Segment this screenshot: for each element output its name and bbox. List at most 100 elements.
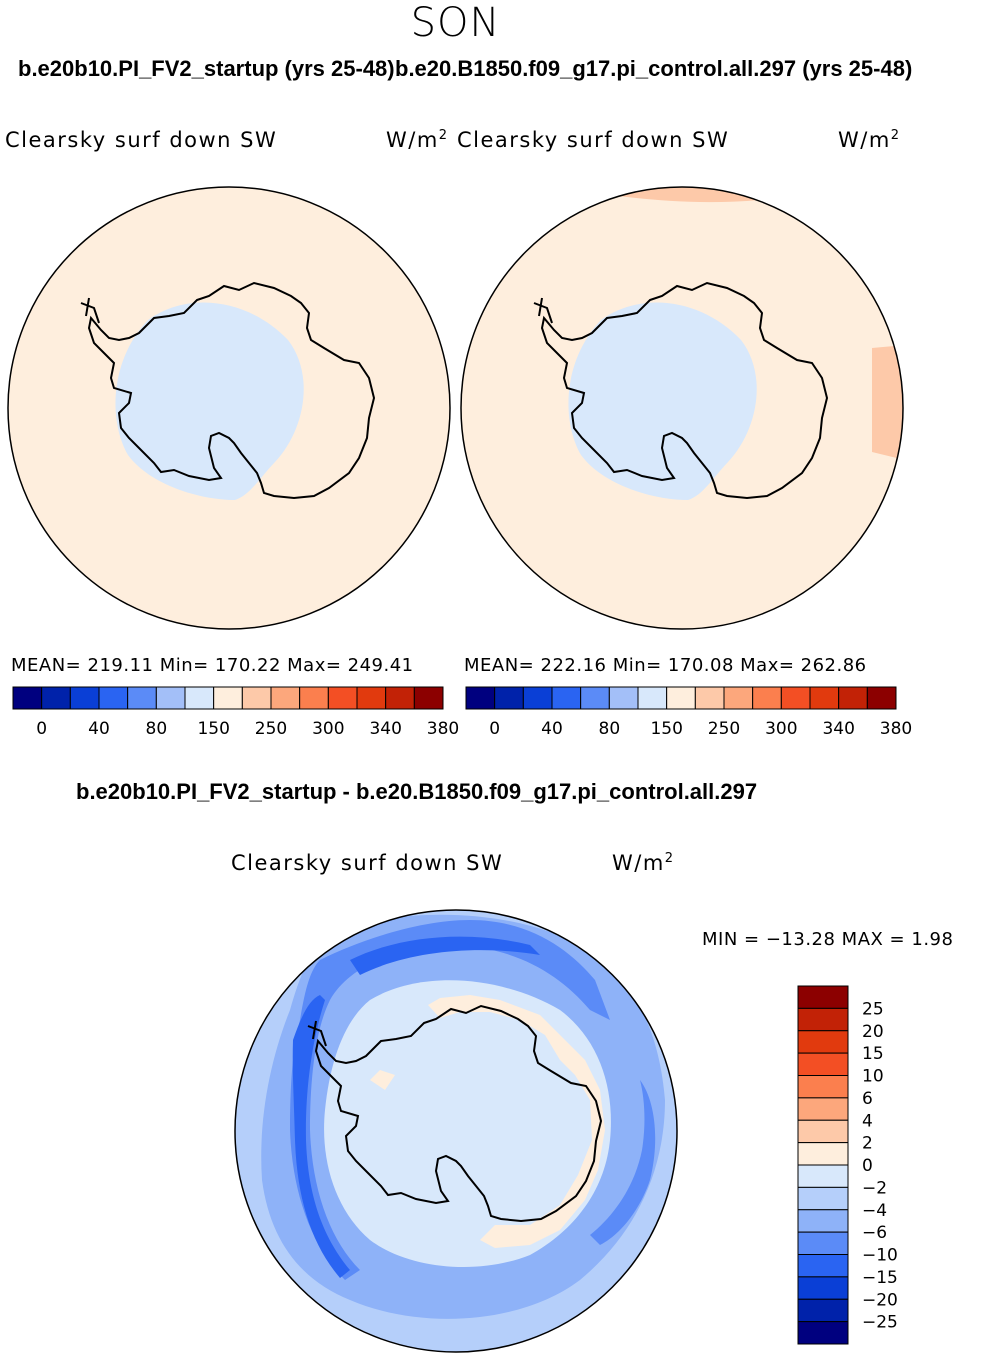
colorbar-swatch	[797, 985, 849, 1009]
colorbar-swatch	[797, 1052, 849, 1076]
colorbar-tick-label: 380	[880, 719, 912, 739]
panel-c-positive-patch	[370, 1070, 395, 1090]
colorbar-tick-label: 0	[36, 719, 47, 739]
colorbar-swatch	[299, 686, 329, 710]
colorbar-tick-label: 15	[862, 1044, 884, 1064]
panel-b-coast	[533, 282, 828, 499]
colorbar-b: 0 40 80 150 250 300 340 380	[465, 686, 912, 739]
panel-c-center	[324, 980, 611, 1267]
colorbar-tick-label: 300	[765, 719, 797, 739]
colorbar-tick-label: 340	[369, 719, 401, 739]
colorbar-swatch	[797, 1276, 849, 1300]
diff-units-label: W/m2	[612, 851, 675, 875]
left-stats: MEAN= 219.11 Min= 170.22 Max= 249.41	[11, 655, 414, 676]
colorbar-tick-label: 150	[197, 719, 229, 739]
colorbar-swatch	[327, 686, 358, 710]
panel-c-core-north	[350, 936, 540, 975]
panel-a-interior	[115, 302, 304, 500]
colorbar-swatch	[356, 686, 387, 710]
colorbar-swatch	[797, 1209, 849, 1233]
right-variable-label: Clearsky surf down SW	[457, 128, 730, 152]
colorbar-swatch	[270, 686, 301, 710]
colorbar-tick-label: 150	[650, 719, 682, 739]
colorbar-swatch	[797, 1142, 849, 1166]
colorbar-tick-label: −4	[862, 1201, 887, 1221]
panel-b-interior	[568, 302, 757, 500]
colorbar-swatch	[797, 1030, 849, 1054]
colorbar-swatch	[522, 686, 553, 710]
colorbar-swatch	[127, 686, 157, 710]
panel-a-border	[7, 186, 451, 630]
colorbar-a: 0 40 80 150 250 300 340 380	[12, 686, 459, 739]
panel-a-field	[8, 187, 450, 629]
colorbar-swatch	[69, 686, 100, 710]
season-title: SON	[410, 0, 501, 46]
colorbar-swatch	[494, 686, 524, 710]
colorbar-swatch	[241, 686, 272, 710]
colorbar-swatch	[12, 686, 43, 710]
left-units-label: W/m2	[386, 128, 449, 152]
colorbar-tick-label: −10	[862, 1246, 898, 1266]
colorbar-swatch	[155, 686, 186, 710]
colorbar-swatch	[866, 686, 897, 710]
colorbar-tick-label: 80	[146, 719, 168, 739]
colorbar-swatch	[551, 686, 582, 710]
diff-title: b.e20b10.PI_FV2_startup - b.e20.B1850.f0…	[76, 779, 758, 804]
right-stats: MEAN= 222.16 Min= 170.08 Max= 262.86	[464, 655, 867, 676]
colorbar-swatch	[797, 1321, 849, 1345]
colorbar-swatch	[797, 1007, 849, 1032]
colorbar-swatch	[797, 1119, 849, 1144]
colorbar-swatch	[723, 686, 754, 710]
panel-b-eastern-edge	[872, 345, 903, 460]
left-variable-label: Clearsky surf down SW	[5, 128, 278, 152]
colorbar-swatch	[797, 1186, 849, 1211]
colorbar-swatch	[797, 1298, 849, 1323]
colorbar-swatch	[465, 686, 496, 710]
colorbar-tick-label: 4	[862, 1111, 873, 1131]
colorbar-swatch	[797, 1097, 849, 1121]
colorbar-swatch	[838, 686, 868, 710]
colorbar-swatch	[41, 686, 71, 710]
colorbar-tick-label: 25	[862, 999, 884, 1019]
colorbar-tick-label: −6	[862, 1223, 887, 1243]
colorbar-tick-label: 6	[862, 1089, 873, 1109]
left-case-title: b.e20b10.PI_FV2_startup (yrs 25-48)	[18, 56, 395, 81]
panel-b-border	[460, 186, 904, 630]
panel-c-coastal-positive	[428, 995, 605, 1248]
colorbar-swatch	[184, 686, 215, 710]
panel-c-border	[234, 909, 678, 1353]
panel-c-field	[235, 910, 677, 1352]
colorbar-tick-label: 340	[822, 719, 854, 739]
colorbar-tick-label: −20	[862, 1290, 898, 1310]
right-case-title: b.e20.B1850.f09_g17.pi_control.all.297 (…	[395, 56, 913, 81]
colorbar-swatch	[797, 1164, 849, 1188]
diff-min-max: MIN = −13.28 MAX = 1.98	[702, 929, 954, 950]
colorbar-tick-label: −2	[862, 1178, 887, 1198]
colorbar-swatch	[809, 686, 840, 710]
colorbar-tick-label: 2	[862, 1134, 873, 1154]
colorbar-swatch	[608, 686, 639, 710]
panel-b-field	[461, 187, 903, 629]
colorbar-tick-label: 10	[862, 1067, 884, 1087]
right-units-label: W/m2	[838, 128, 901, 152]
colorbar-swatch	[694, 686, 725, 710]
colorbar-swatch	[797, 1075, 849, 1099]
colorbar-swatch	[780, 686, 811, 710]
colorbar-swatch	[797, 1231, 849, 1255]
colorbar-tick-label: 250	[708, 719, 740, 739]
panel-c-coast	[307, 1005, 602, 1222]
colorbar-swatch	[413, 686, 444, 710]
colorbar-swatch	[637, 686, 668, 710]
colorbar-swatch	[797, 1254, 849, 1278]
colorbar-tick-label: 40	[88, 719, 110, 739]
colorbar-tick-label: 300	[312, 719, 344, 739]
colorbar-swatch	[580, 686, 610, 710]
colorbar-tick-label: 0	[489, 719, 500, 739]
colorbar-tick-label: 20	[862, 1022, 884, 1042]
colorbar-tick-label: 0	[862, 1156, 873, 1176]
colorbar-swatch	[752, 686, 782, 710]
panel-a-coast	[80, 282, 375, 499]
colorbar-tick-label: 80	[599, 719, 621, 739]
